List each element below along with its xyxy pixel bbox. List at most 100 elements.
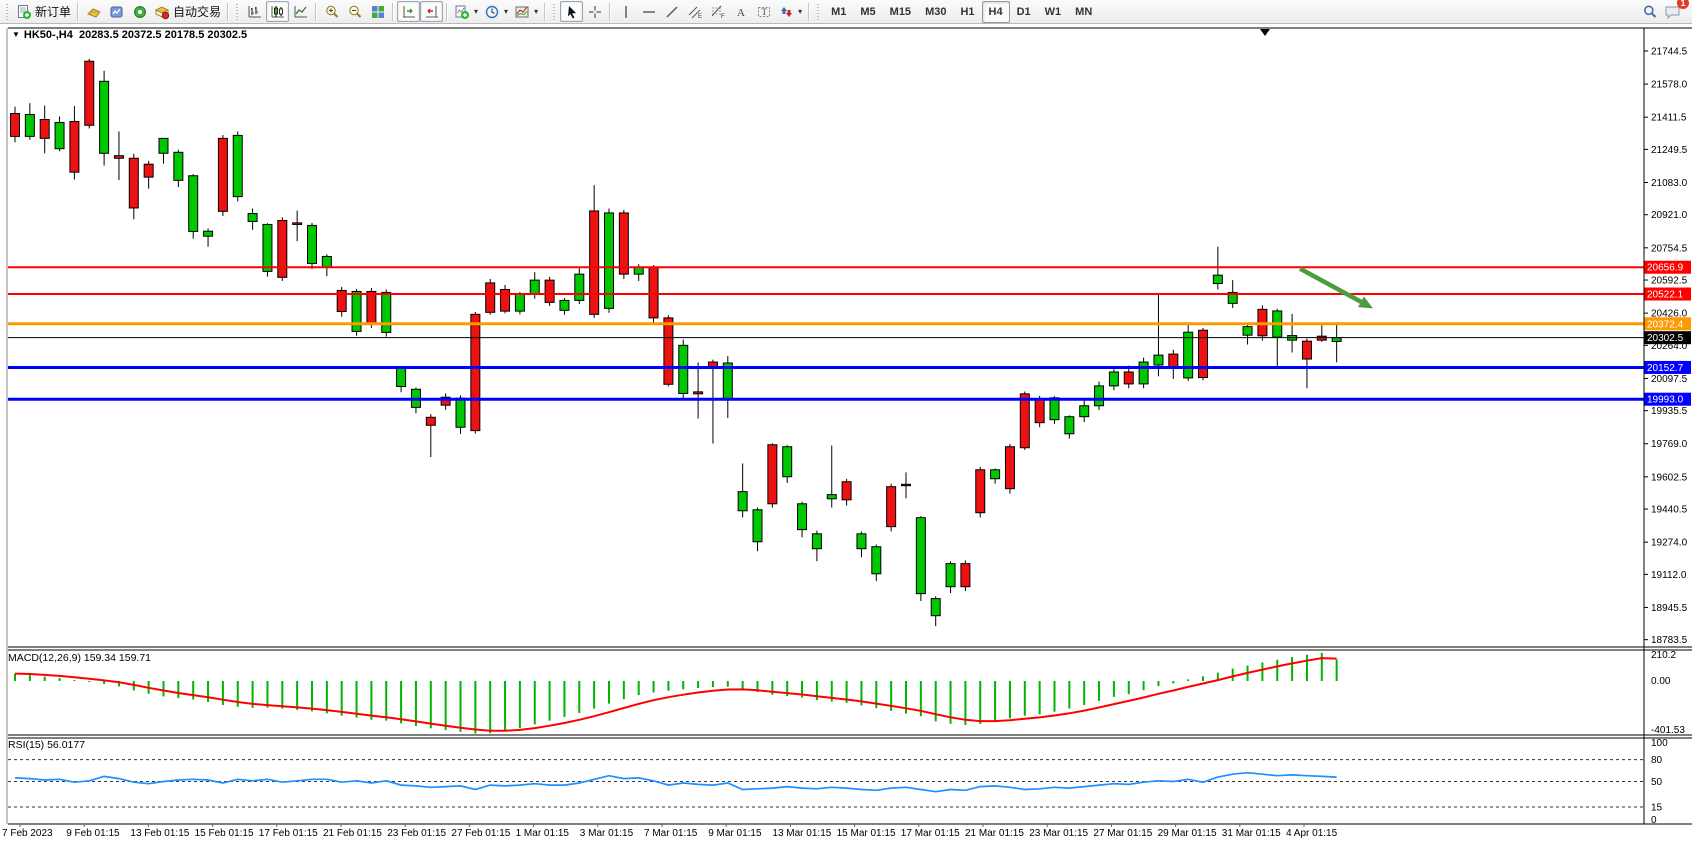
time-axis-label: 23 Feb 01:15 bbox=[387, 828, 446, 839]
candles-layer[interactable] bbox=[10, 58, 1342, 627]
templates-icon bbox=[515, 6, 529, 17]
search-button[interactable] bbox=[1638, 1, 1661, 22]
rsi-level-label: 80 bbox=[1651, 755, 1663, 766]
time-axis[interactable]: 7 Feb 2023 9 Feb 01:15 13 Feb 01:15 15 Feb … bbox=[2, 824, 1338, 839]
timeframe-m1-button[interactable]: M1 bbox=[831, 5, 847, 18]
price-line-badge-label: 20656.9 bbox=[1647, 263, 1684, 274]
candle-body bbox=[559, 299, 570, 311]
timeframe-m5-button[interactable]: M5 bbox=[860, 5, 876, 18]
rsi-line bbox=[14, 771, 1337, 793]
macd-panel[interactable] bbox=[14, 652, 1338, 734]
toolbar-gripper[interactable] bbox=[552, 3, 558, 20]
arrows-button[interactable]: ▾ bbox=[775, 1, 805, 22]
fibonacci-button[interactable]: F bbox=[706, 1, 729, 22]
line-chart-button[interactable] bbox=[289, 1, 312, 22]
text-icon: A bbox=[737, 7, 745, 19]
price-lines-layer[interactable]: 20656.9 20522.1 20372.4 20302.5 20152.7 19993… bbox=[8, 260, 1691, 406]
candle-body bbox=[589, 210, 600, 315]
price-axis[interactable]: 21744.5 21578.0 21411.5 21249.5 21083.0 20921… bbox=[1644, 47, 1688, 647]
tile-windows-button[interactable] bbox=[366, 1, 389, 22]
price-line-badge bbox=[1644, 360, 1691, 374]
time-axis-label: 15 Mar 01:15 bbox=[837, 828, 896, 839]
candle-body bbox=[767, 444, 778, 505]
crosshair-button[interactable] bbox=[583, 1, 606, 22]
candlestick-chart-button[interactable] bbox=[266, 1, 290, 22]
time-axis-label: 27 Mar 01:15 bbox=[1093, 828, 1152, 839]
time-axis-label: 7 Mar 01:15 bbox=[644, 828, 698, 839]
candle-body bbox=[693, 391, 704, 395]
candle-body bbox=[425, 416, 436, 426]
chart-title-ohlc: 20283.5 20372.5 20178.5 20302.5 bbox=[78, 29, 248, 41]
candle-body bbox=[128, 157, 139, 209]
horizontal-line-icon bbox=[642, 10, 655, 13]
candle-body bbox=[1019, 393, 1030, 449]
timeframe-group: M1 M5 M15 M30 H1 H4 D1 W1 MN bbox=[824, 0, 1099, 23]
trendline-button[interactable] bbox=[660, 1, 683, 22]
chart-shift-button[interactable] bbox=[420, 1, 444, 22]
timeframe-w1-button[interactable]: W1 bbox=[1044, 5, 1062, 18]
toolbar-gripper[interactable] bbox=[816, 3, 822, 20]
candle-body bbox=[1183, 331, 1194, 379]
timeframe-mn-button[interactable]: MN bbox=[1075, 5, 1093, 18]
timeframe-m30-button[interactable]: M30 bbox=[925, 5, 947, 18]
autotrading-button[interactable]: 自动交易 bbox=[151, 1, 224, 22]
svg-text:A: A bbox=[737, 7, 745, 19]
candle-body bbox=[500, 288, 511, 312]
price-line-badge-label: 20302.5 bbox=[1647, 333, 1684, 344]
text-button[interactable]: A bbox=[729, 1, 752, 22]
time-axis-label: 17 Feb 01:15 bbox=[259, 828, 318, 839]
new-order-label: 新订单 bbox=[35, 5, 72, 19]
navigator-button[interactable] bbox=[128, 1, 151, 22]
text-label-button[interactable]: T bbox=[752, 1, 775, 22]
candle-body bbox=[203, 230, 214, 237]
toolbar-gripper[interactable] bbox=[5, 3, 10, 20]
navigator-icon bbox=[133, 5, 146, 18]
toolbar-separator bbox=[227, 2, 230, 21]
data-window-button[interactable] bbox=[105, 1, 128, 22]
candle-body bbox=[663, 317, 674, 385]
rsi-indicator-label: RSI(15) 56.0177 bbox=[8, 739, 86, 751]
toolbar-gripper[interactable] bbox=[235, 3, 241, 20]
vertical-line-button[interactable] bbox=[614, 1, 637, 22]
equidistant-channel-button[interactable]: E bbox=[683, 1, 706, 22]
candle-body bbox=[1138, 361, 1149, 385]
auto-scroll-button[interactable] bbox=[397, 1, 421, 22]
candle-body bbox=[113, 155, 124, 159]
indicators-button[interactable]: ▾ bbox=[451, 1, 481, 22]
templates-button[interactable]: ▾ bbox=[511, 1, 541, 22]
market-watch-button[interactable] bbox=[82, 1, 105, 22]
rsi-panel[interactable] bbox=[14, 771, 1337, 793]
tile-windows-icon bbox=[371, 5, 384, 18]
chart-title-symbol: HK50-,H4 bbox=[23, 29, 73, 41]
candle-body bbox=[945, 563, 956, 588]
new-order-button[interactable]: 新订单 bbox=[13, 1, 74, 22]
time-axis-label: 31 Mar 01:15 bbox=[1222, 828, 1281, 839]
price-tick-label: 21744.5 bbox=[1651, 47, 1688, 58]
timeframe-m15-button[interactable]: M15 bbox=[889, 5, 912, 18]
timeframe-h1-button[interactable]: H1 bbox=[960, 5, 975, 18]
candle-body bbox=[752, 509, 763, 543]
annotation-arrow[interactable] bbox=[1298, 266, 1368, 307]
candle-body bbox=[826, 494, 837, 500]
dropdown-caret: ▾ bbox=[798, 7, 803, 16]
dropdown-caret: ▾ bbox=[474, 7, 479, 16]
timeframe-d1-button[interactable]: D1 bbox=[1016, 5, 1031, 18]
notification-badge[interactable]: 1 bbox=[1677, 0, 1689, 9]
zoom-in-button[interactable] bbox=[320, 1, 343, 22]
zoom-out-button[interactable] bbox=[343, 1, 366, 22]
cursor-button[interactable] bbox=[560, 1, 584, 22]
toolbar: 新订单 自动交易 ▾ ▾ bbox=[0, 0, 1692, 24]
bar-chart-button[interactable] bbox=[243, 1, 266, 22]
time-axis-label: 29 Mar 01:15 bbox=[1158, 828, 1217, 839]
time-axis-label: 21 Mar 01:15 bbox=[965, 828, 1024, 839]
periods-button[interactable]: ▾ bbox=[481, 1, 511, 22]
one-click-trading-toggle-icon[interactable]: ▼ bbox=[12, 30, 20, 39]
timeframe-h4-button[interactable]: H4 bbox=[981, 0, 1010, 23]
candle-body bbox=[901, 483, 911, 487]
chart-shift-marker-icon[interactable] bbox=[1260, 29, 1270, 36]
horizontal-line-button[interactable] bbox=[637, 1, 660, 22]
candle-body bbox=[485, 282, 496, 313]
candle-body bbox=[930, 598, 941, 617]
candle-body bbox=[277, 219, 288, 278]
price-chart[interactable]: 21744.5 21578.0 21411.5 21249.5 21083.0 20921… bbox=[0, 24, 1692, 849]
